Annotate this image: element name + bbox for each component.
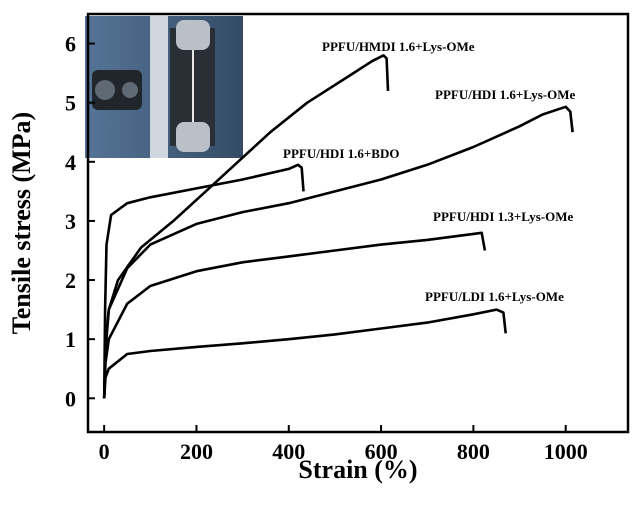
series-label: PPFU/HMDI 1.6+Lys-OMe (322, 39, 475, 54)
x-tick-label: 400 (272, 439, 305, 464)
series-label: PPFU/HDI 1.6+Lys-OMe (435, 87, 576, 102)
y-tick-label: 2 (65, 268, 76, 293)
y-tick-label: 6 (65, 32, 76, 57)
x-tick-label: 200 (180, 439, 213, 464)
series-line (102, 308, 507, 399)
y-tick-label: 5 (65, 91, 76, 116)
plot-frame (86, 12, 630, 434)
x-tick-label: 600 (365, 439, 398, 464)
series-label: PPFU/LDI 1.6+Lys-OMe (425, 289, 564, 304)
inset-photo (85, 16, 243, 158)
y-tick-label: 0 (65, 386, 76, 411)
x-tick-label: 0 (99, 439, 110, 464)
x-axis-label: Strain (%) (298, 455, 417, 484)
y-axis-label: Tensile stress (MPa) (7, 112, 36, 334)
series-line (102, 105, 574, 399)
series-line (102, 231, 487, 399)
x-tick-label: 800 (457, 439, 490, 464)
y-tick-label: 4 (65, 150, 76, 175)
y-tick-label: 3 (65, 209, 76, 234)
series-line (102, 163, 305, 399)
series-label: PPFU/HDI 1.6+BDO (283, 146, 399, 161)
x-tick-label: 1000 (544, 439, 588, 464)
series-label: PPFU/HDI 1.3+Lys-OMe (433, 209, 574, 224)
y-tick-label: 1 (65, 327, 76, 352)
